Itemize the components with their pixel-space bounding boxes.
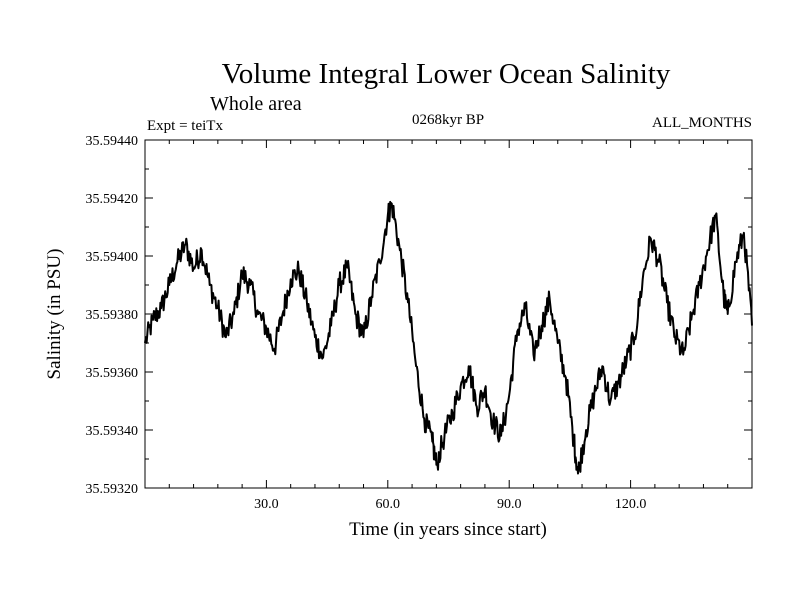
chart-title: Volume Integral Lower Ocean Salinity bbox=[222, 58, 671, 90]
x-axis-label: Time (in years since start) bbox=[349, 519, 547, 540]
y-tick-label: 35.59420 bbox=[86, 192, 139, 207]
period-label: 0268kyr BP bbox=[412, 112, 484, 128]
x-tick-label: 30.0 bbox=[254, 497, 279, 512]
series-layer bbox=[144, 200, 753, 475]
y-tick-label: 35.59400 bbox=[86, 250, 139, 265]
x-tick-label: 90.0 bbox=[497, 497, 522, 512]
y-tick-label: 35.59320 bbox=[86, 482, 139, 497]
plot-area: 30.0 60.0 90.0 120.0 35.5932035.5934035.593… bbox=[86, 134, 753, 512]
plot-frame bbox=[144, 139, 753, 489]
salinity-series-line bbox=[144, 200, 753, 475]
x-tick-label: 60.0 bbox=[376, 497, 401, 512]
x-axis: 30.0 60.0 90.0 120.0 bbox=[168, 140, 729, 512]
chart-subtitle: Whole area bbox=[210, 93, 302, 115]
x-tick-label: 120.0 bbox=[615, 497, 647, 512]
experiment-label: Expt = teiTx bbox=[147, 118, 223, 134]
y-tick-label: 35.59360 bbox=[86, 366, 139, 381]
y-tick-label: 35.59440 bbox=[86, 134, 139, 149]
y-tick-label: 35.59380 bbox=[86, 308, 139, 323]
y-tick-label: 35.59340 bbox=[86, 424, 139, 439]
y-axis-label: Salinity (in PSU) bbox=[44, 249, 65, 380]
y-axis: 35.59320 35.59340 35.59360 35.59380 35.59400… bbox=[86, 134, 752, 497]
months-label: ALL_MONTHS bbox=[652, 115, 752, 131]
